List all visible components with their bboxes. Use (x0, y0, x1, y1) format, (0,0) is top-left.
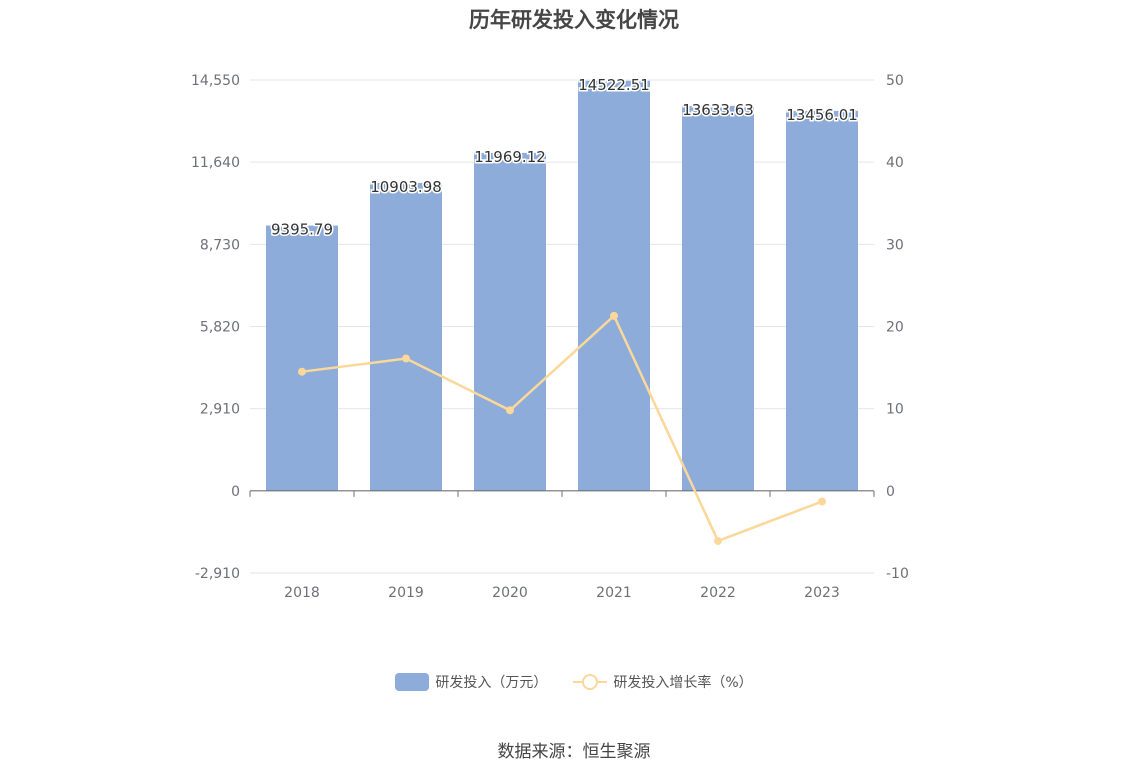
left-axis-tick: 8,730 (200, 237, 240, 253)
left-axis-tick: 2,910 (200, 402, 240, 418)
legend-item-bar[interactable]: 研发投入（万元） (395, 672, 547, 692)
legend-bar-swatch (395, 673, 430, 691)
bar (786, 110, 858, 491)
right-axis-tick: 10 (886, 402, 904, 418)
bar-data-label: 9395.79 (271, 221, 333, 239)
growth-point (610, 311, 618, 320)
right-axis-tick: 30 (886, 237, 904, 253)
right-axis-tick: 40 (886, 155, 904, 171)
growth-point (506, 406, 514, 415)
x-axis-tick: 2019 (388, 585, 424, 601)
left-axis-tick: 11,640 (191, 155, 240, 171)
bar (370, 182, 442, 491)
growth-point (818, 497, 826, 506)
chart-plot: 14,550 11,640 8,730 5,820 2,910 0 -2,910 50 40 30… (191, 73, 909, 601)
growth-line (301, 313, 823, 543)
left-axis-tick: 0 (231, 484, 240, 500)
bar-data-label: 11969.12 (474, 148, 546, 166)
x-axis-tick: 2020 (492, 585, 528, 601)
chart-title: 历年研发投入变化情况 (469, 8, 679, 32)
growth-point (298, 367, 306, 376)
growth-point (714, 536, 722, 545)
x-axis-tick: 2021 (596, 585, 632, 601)
left-axis-tick: -2,910 (195, 566, 240, 582)
legend-label-line: 研发投入增长率（%） (613, 675, 753, 691)
left-axis-tick: 5,820 (200, 320, 240, 336)
bar (474, 152, 546, 491)
right-axis-tick: -10 (886, 566, 909, 582)
bar-data-label: 14522.51 (578, 76, 650, 94)
legend-label-bar: 研发投入（万元） (435, 675, 548, 691)
growth-point (402, 354, 410, 363)
source-note: 数据来源：恒生聚源 (497, 742, 651, 762)
legend-item-line[interactable]: 研发投入增长率（%） (573, 672, 753, 692)
bar (266, 225, 338, 491)
bar-data-label: 13456.01 (786, 106, 858, 124)
right-axis-tick: 50 (886, 73, 904, 89)
x-axis-tick: 2022 (700, 585, 736, 601)
x-axis-tick: 2023 (804, 585, 840, 601)
left-axis-tick: 14,550 (191, 73, 240, 89)
right-axis-tick: 20 (886, 320, 904, 336)
bar-data-label: 10903.98 (370, 178, 442, 196)
bar (578, 80, 650, 491)
x-axis-tick: 2018 (284, 585, 320, 601)
legend-line-swatch (573, 673, 608, 691)
legend: 研发投入（万元） 研发投入增长率（%） (0, 672, 1148, 692)
right-axis-tick: 0 (886, 484, 895, 500)
bar (682, 105, 754, 491)
bar-data-label: 13633.63 (682, 101, 754, 119)
